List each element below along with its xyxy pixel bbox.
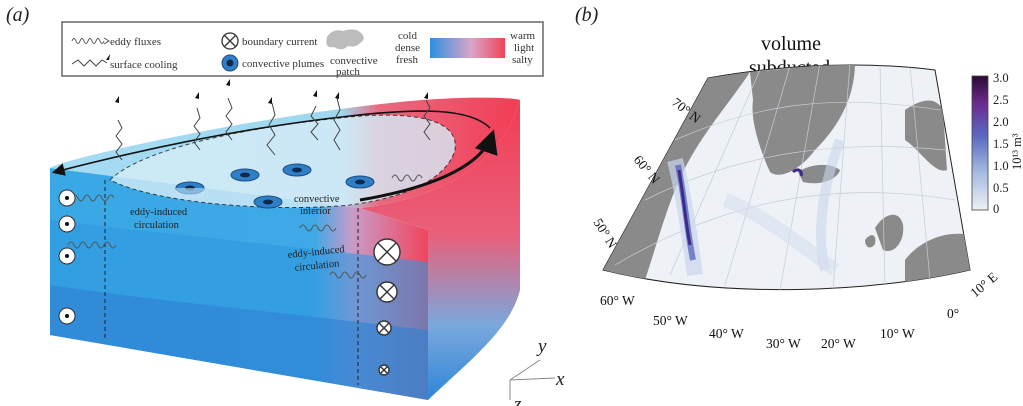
- legend-dense: dense: [395, 42, 420, 54]
- graticule: [614, 64, 956, 290]
- colorbar-tick-2-5: 2.5: [993, 93, 1009, 107]
- eddy-flux-icon: [71, 38, 105, 44]
- lon-label-40w: 40° W: [709, 326, 744, 341]
- boundary-current-icon: [221, 32, 239, 50]
- legend-salty: salty: [512, 54, 533, 66]
- colorbar-tick-1-5: 1.5: [993, 137, 1009, 151]
- eddy-circulation-right-2: circulation: [294, 258, 341, 274]
- legend-convective-patch-1: convective: [330, 55, 378, 67]
- colorbar: [971, 75, 989, 211]
- convective-interior-1: convective: [294, 194, 340, 205]
- legend-light: light: [514, 42, 534, 54]
- lon-label-30w: 30° W: [766, 336, 801, 351]
- lon-label-50w: 50° W: [653, 313, 688, 328]
- landmass-newfoundland: [605, 248, 645, 285]
- legend-convective-plumes: convective plumes: [242, 58, 324, 70]
- colorbar-tick-3-0: 3.0: [993, 71, 1009, 85]
- convective-plumes: [175, 163, 375, 209]
- legend-fresh: fresh: [396, 54, 418, 66]
- legend-warm: warm: [510, 30, 535, 42]
- subduction-field: [667, 138, 845, 277]
- temperature-gradient-bar: [430, 38, 505, 58]
- map-title-line1: volume: [761, 33, 821, 55]
- legend-surface-cooling: surface cooling: [110, 59, 178, 71]
- legend-box: eddy fluxes surface cooling boundary cur…: [61, 21, 544, 78]
- colorbar-tick-2-0: 2.0: [993, 115, 1009, 129]
- lon-label-10e: 10° E: [967, 269, 1000, 300]
- axis-x-label: x: [555, 369, 565, 390]
- lon-label-20w: 20° W: [821, 336, 856, 351]
- legend-convective-patch-2: patch: [336, 66, 360, 78]
- eddy-flux-wiggles: [67, 174, 423, 279]
- surface-cooling-arrows: [115, 97, 431, 161]
- axis-y-label: y: [536, 336, 547, 357]
- lon-label-60w: 60° W: [600, 293, 635, 308]
- colorbar-tick-0-5: 0.5: [993, 181, 1009, 195]
- landmass-scandinavia: [905, 100, 947, 171]
- axis-z-label: z: [513, 394, 522, 406]
- landmass-british-isles: [875, 214, 904, 251]
- current-out-markers: [58, 189, 76, 325]
- eddy-circulation-left-1: eddy-induced: [130, 207, 188, 218]
- surface-cooling-icon: [71, 59, 108, 67]
- convective-plume-icon: [221, 54, 239, 72]
- boundary-current-markers: [373, 238, 401, 376]
- convection-schematic: eddy fluxes surface cooling boundary cur…: [50, 21, 565, 406]
- eddy-circulation-left-2: circulation: [134, 220, 180, 231]
- convective-patch-icon: [326, 29, 364, 50]
- block-curved-side: [360, 100, 520, 400]
- boundary-current-arrow: [359, 129, 498, 202]
- legend-cold: cold: [398, 30, 417, 42]
- panel-b-label: (b): [575, 4, 599, 26]
- colorbar-tick-0: 0: [993, 202, 999, 216]
- landmass-greenland: [750, 64, 855, 175]
- coordinate-axes: [509, 359, 556, 400]
- subduction-map: volume subducted 70° N: [590, 33, 1023, 351]
- lon-label-0: 0°: [947, 306, 959, 321]
- lon-label-10w: 10° W: [880, 326, 915, 341]
- convective-interior-2: interior: [300, 206, 331, 217]
- legend-eddy-fluxes: eddy fluxes: [110, 36, 161, 48]
- colorbar-unit: 10¹³ m³: [1010, 133, 1023, 170]
- panel-a-label: (a): [6, 4, 30, 26]
- colorbar-tick-1-0: 1.0: [993, 159, 1009, 173]
- legend-boundary-current: boundary current: [242, 36, 317, 48]
